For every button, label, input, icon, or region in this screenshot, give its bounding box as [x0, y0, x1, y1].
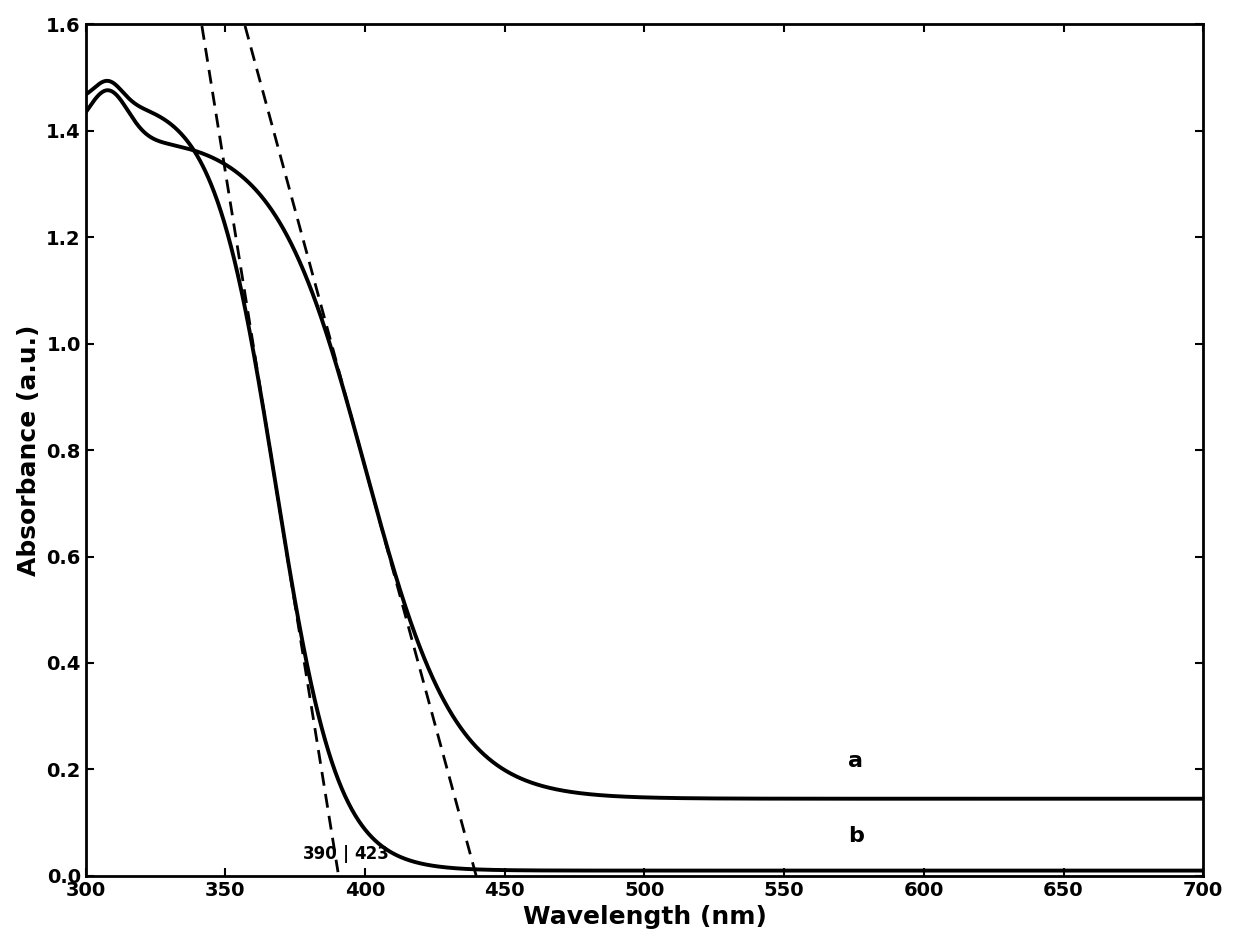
Text: 390: 390: [303, 845, 337, 863]
Text: |: |: [342, 845, 348, 863]
Text: 423: 423: [353, 845, 389, 863]
X-axis label: Wavelength (nm): Wavelength (nm): [522, 905, 766, 929]
Text: b: b: [848, 826, 864, 846]
Y-axis label: Absorbance (a.u.): Absorbance (a.u.): [16, 324, 41, 576]
Text: a: a: [848, 751, 863, 771]
